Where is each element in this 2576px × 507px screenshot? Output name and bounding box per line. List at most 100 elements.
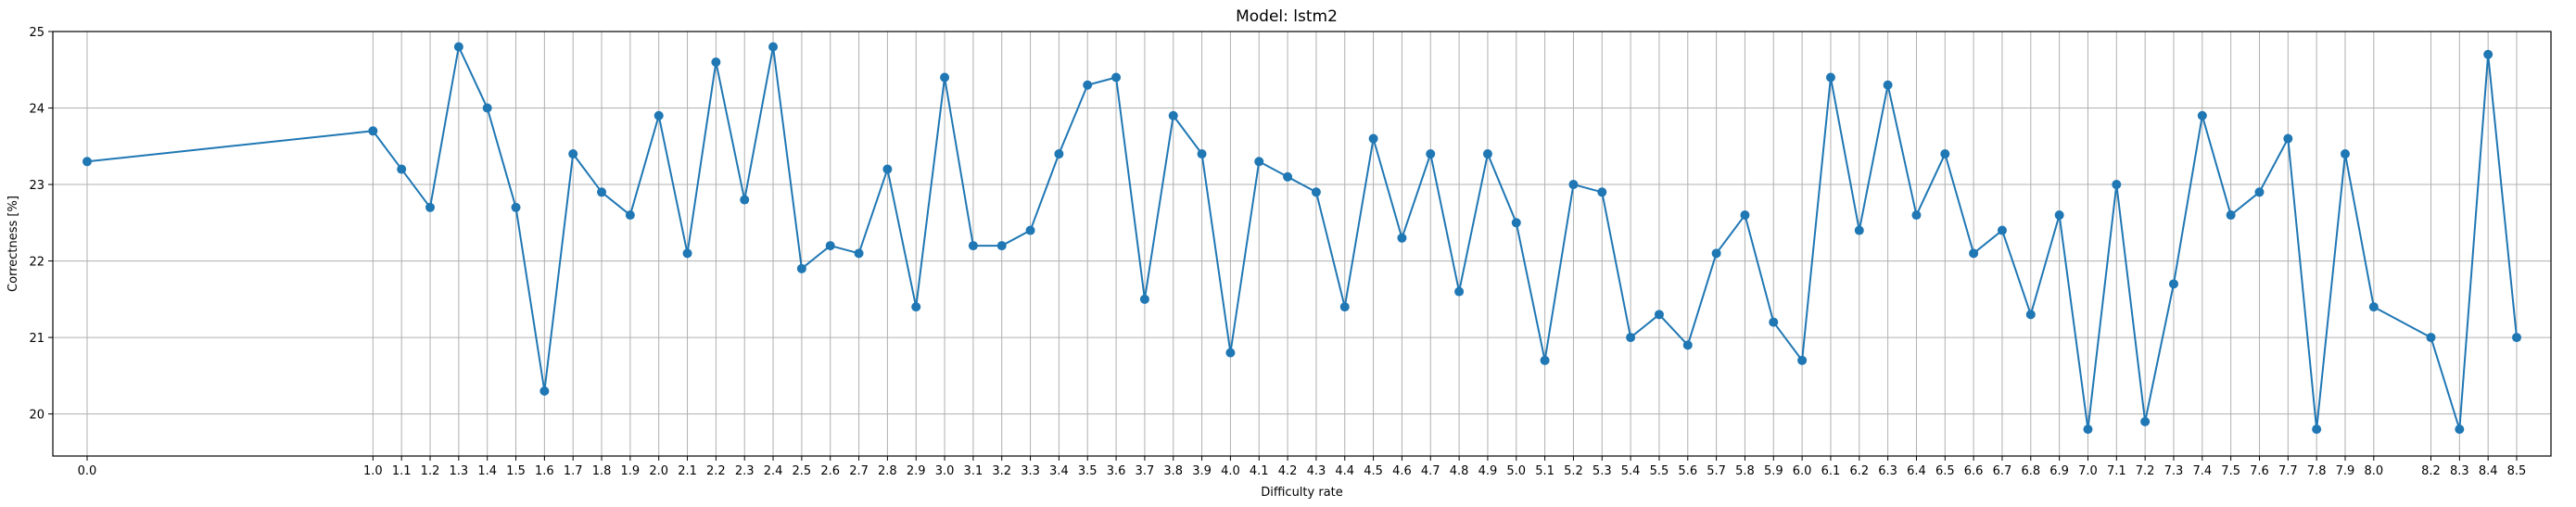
x-tick-label: 4.6 (1392, 464, 1412, 478)
y-tick-label: 22 (29, 256, 44, 270)
data-point (2112, 180, 2122, 190)
x-tick-label: 7.9 (2336, 464, 2355, 478)
data-point (82, 157, 93, 167)
x-tick-label: 3.2 (992, 464, 1011, 478)
x-tick-label: 8.0 (2364, 464, 2383, 478)
x-tick-label: 5.5 (1650, 464, 1669, 478)
x-tick-label: 4.0 (1221, 464, 1240, 478)
data-point (1540, 355, 1550, 365)
data-point (2312, 425, 2322, 435)
data-point (2254, 187, 2265, 197)
data-point (397, 164, 407, 174)
x-tick-label: 7.2 (2136, 464, 2155, 478)
data-point (625, 210, 635, 221)
data-point (1568, 180, 1579, 190)
x-tick-label: 1.9 (621, 464, 641, 478)
data-point (1854, 225, 1864, 235)
x-tick-label: 5.6 (1678, 464, 1697, 478)
x-tick-label: 4.4 (1335, 464, 1354, 478)
x-tick-label: 6.6 (1964, 464, 1984, 478)
data-point (1682, 340, 1693, 350)
x-tick-label: 7.0 (2078, 464, 2098, 478)
x-tick-label: 3.1 (964, 464, 983, 478)
x-tick-label: 7.4 (2192, 464, 2212, 478)
data-point (1054, 149, 1064, 159)
data-point (1311, 187, 1321, 197)
data-point (1197, 149, 1207, 159)
data-point (1397, 233, 1407, 243)
data-point (1940, 149, 1950, 159)
x-tick-label: 4.8 (1450, 464, 1469, 478)
data-point (882, 164, 893, 174)
data-point (768, 42, 779, 52)
data-point (482, 103, 492, 113)
data-point (1825, 72, 1835, 82)
data-point (1139, 294, 1149, 304)
data-point (1969, 248, 1979, 259)
data-point (425, 202, 436, 212)
x-tick-label: 8.3 (2450, 464, 2469, 478)
x-tick-label: 3.7 (1136, 464, 1155, 478)
data-point (2054, 210, 2064, 221)
x-tick-label: 4.9 (1478, 464, 1498, 478)
x-tick-label: 5.7 (1707, 464, 1726, 478)
x-tick-label: 2.2 (706, 464, 726, 478)
y-tick-label: 25 (29, 26, 44, 40)
x-tick-label: 1.3 (450, 464, 469, 478)
x-tick-label: 5.8 (1735, 464, 1755, 478)
data-point (1654, 310, 1664, 320)
x-tick-label: 7.7 (2278, 464, 2298, 478)
x-tick-label: 1.2 (421, 464, 440, 478)
data-point (1111, 72, 1122, 82)
x-tick-label: 2.8 (878, 464, 897, 478)
data-point (1339, 302, 1350, 312)
data-point (2340, 149, 2350, 159)
x-tick-label: 5.0 (1506, 464, 1526, 478)
data-point (368, 126, 378, 136)
data-point (1769, 317, 1779, 327)
data-point (1225, 348, 1236, 358)
data-point (1168, 110, 1178, 120)
y-tick-label: 23 (29, 179, 44, 193)
data-point (940, 72, 950, 82)
data-point (1740, 210, 1750, 221)
x-tick-label: 8.5 (2507, 464, 2527, 478)
data-point (453, 42, 463, 52)
x-tick-label: 2.7 (849, 464, 869, 478)
x-tick-label: 6.8 (2021, 464, 2040, 478)
data-point (654, 110, 664, 120)
data-point (1283, 171, 1293, 182)
x-tick-label: 6.2 (1849, 464, 1869, 478)
x-tick-label: 5.3 (1593, 464, 1612, 478)
data-point (1025, 225, 1035, 235)
data-point (2283, 133, 2293, 144)
x-tick-label: 6.4 (1907, 464, 1926, 478)
x-tick-label: 8.4 (2479, 464, 2498, 478)
data-point (2197, 110, 2207, 120)
x-tick-label: 6.9 (2049, 464, 2069, 478)
data-point (968, 241, 978, 251)
data-point (1083, 80, 1093, 90)
x-tick-label: 5.4 (1621, 464, 1641, 478)
x-tick-label: 1.8 (592, 464, 612, 478)
data-point (2426, 333, 2436, 343)
x-tick-label: 7.8 (2307, 464, 2327, 478)
data-point (1626, 333, 1636, 343)
data-point (1368, 133, 1378, 144)
x-tick-label: 2.4 (764, 464, 783, 478)
x-tick-label: 6.5 (1935, 464, 1955, 478)
x-tick-label: 2.6 (820, 464, 840, 478)
data-point (2226, 210, 2236, 221)
x-tick-label: 4.5 (1364, 464, 1383, 478)
data-point (996, 241, 1007, 251)
x-tick-label: 1.6 (535, 464, 554, 478)
data-point (2368, 302, 2379, 312)
data-point (2140, 416, 2151, 426)
x-tick-label: 1.5 (506, 464, 526, 478)
data-point (539, 386, 550, 396)
data-point (1797, 355, 1808, 365)
x-tick-label: 7.3 (2164, 464, 2184, 478)
y-tick-label: 21 (29, 332, 44, 346)
